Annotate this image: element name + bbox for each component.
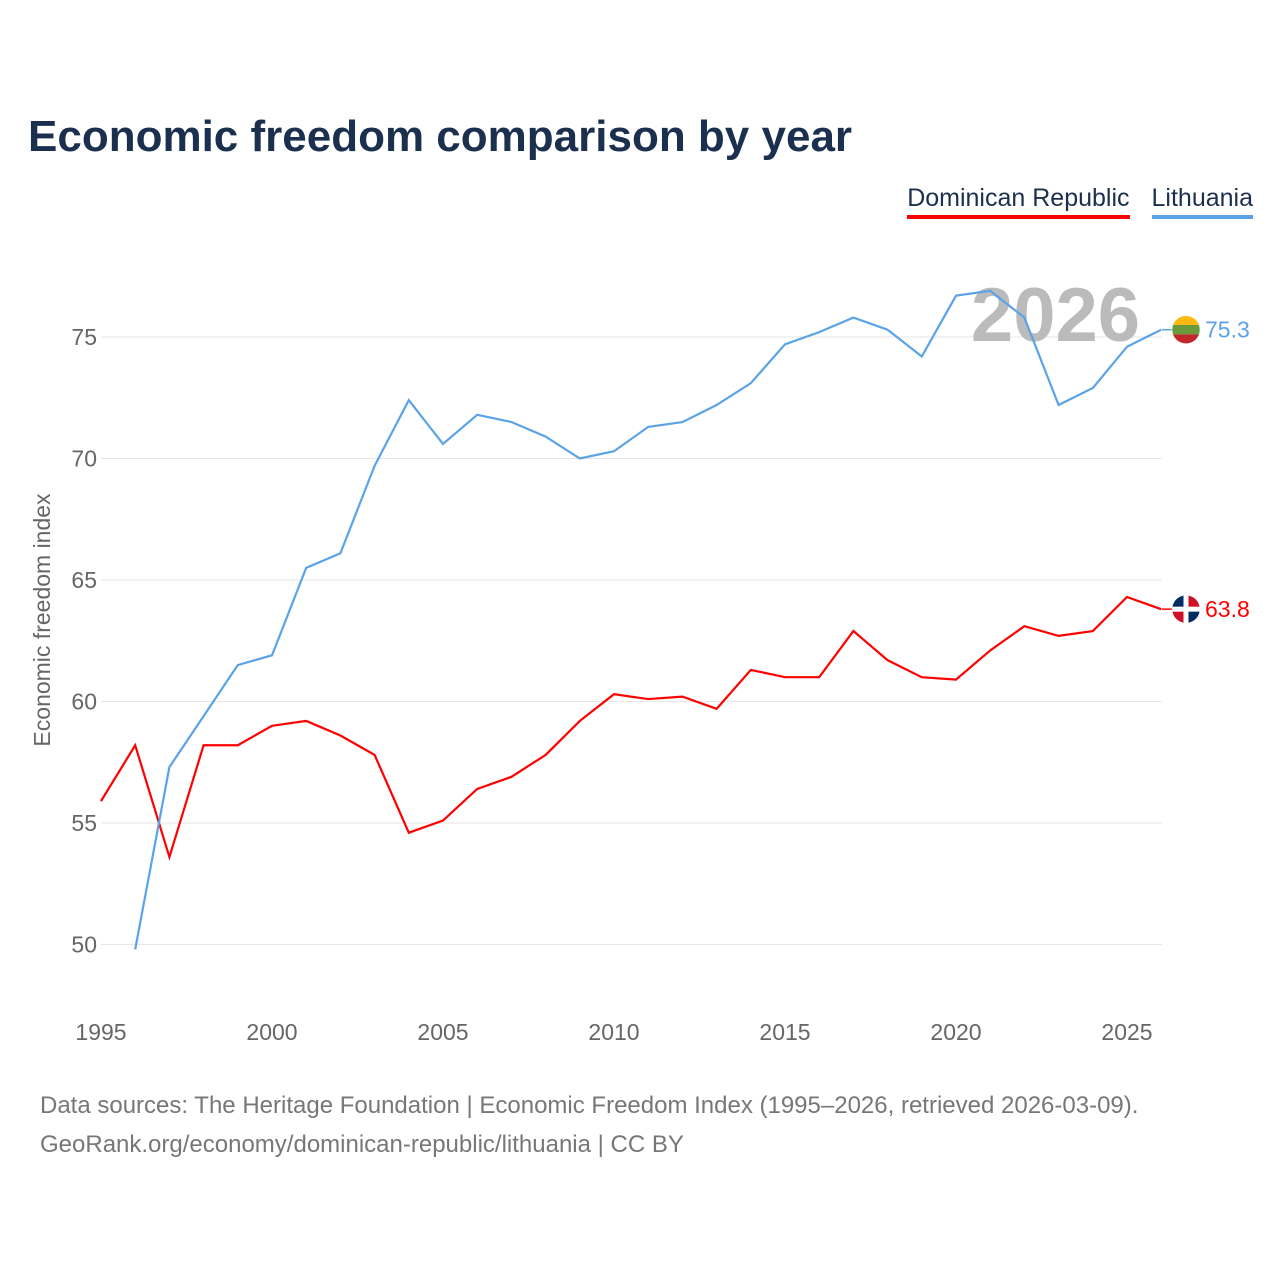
- flag-dominican-republic-icon: [1172, 606, 1200, 612]
- x-tick-label: 2020: [930, 1019, 981, 1045]
- x-tick-label: 1995: [75, 1019, 126, 1045]
- y-tick-label: 65: [71, 567, 97, 593]
- footer: Data sources: The Heritage Foundation | …: [40, 1086, 1138, 1164]
- y-tick-label: 60: [71, 689, 97, 715]
- x-tick-label: 2010: [588, 1019, 639, 1045]
- source-text: Data sources: The Heritage Foundation | …: [40, 1092, 1139, 1119]
- x-tick-label: 2015: [759, 1019, 810, 1045]
- x-tick-label: 2025: [1101, 1019, 1152, 1045]
- flag-lithuania-icon: [1172, 315, 1200, 326]
- end-value-label: 75.3: [1205, 317, 1250, 343]
- legend-lithuania[interactable]: Lithuania: [1151, 184, 1253, 219]
- series-line-lithuania: [134, 289, 1162, 950]
- flag-border: [1171, 594, 1201, 624]
- series-line-dominican-republic: [100, 595, 1162, 861]
- flag-lithuania-icon: [1172, 334, 1200, 344]
- chart-title: Economic freedom comparison by year: [28, 112, 853, 161]
- flag-border: [1171, 315, 1201, 344]
- y-tick-label: 75: [71, 324, 97, 350]
- x-tick-label: 2000: [246, 1019, 297, 1045]
- y-tick-label: 70: [71, 446, 97, 472]
- legend: Dominican Republic Lithuania: [907, 184, 1253, 219]
- end-value-label: 63.8: [1205, 596, 1250, 622]
- legend-dominican-republic[interactable]: Dominican Republic: [907, 184, 1130, 219]
- attribution-text: GeoRank.org/economy/dominican-republic/l…: [40, 1131, 684, 1158]
- y-axis-label: Economic freedom index: [29, 493, 55, 747]
- flag-lithuania-icon: [1172, 325, 1200, 335]
- y-tick-label: 50: [71, 932, 97, 958]
- x-tick-label: 2005: [417, 1019, 468, 1045]
- plot-area: 50 55 60 65 70 75 1995 2000 2005 2010 2015 2020 2025…: [29, 273, 1250, 1045]
- year-watermark: 2026: [971, 273, 1140, 358]
- y-tick-label: 55: [71, 810, 97, 836]
